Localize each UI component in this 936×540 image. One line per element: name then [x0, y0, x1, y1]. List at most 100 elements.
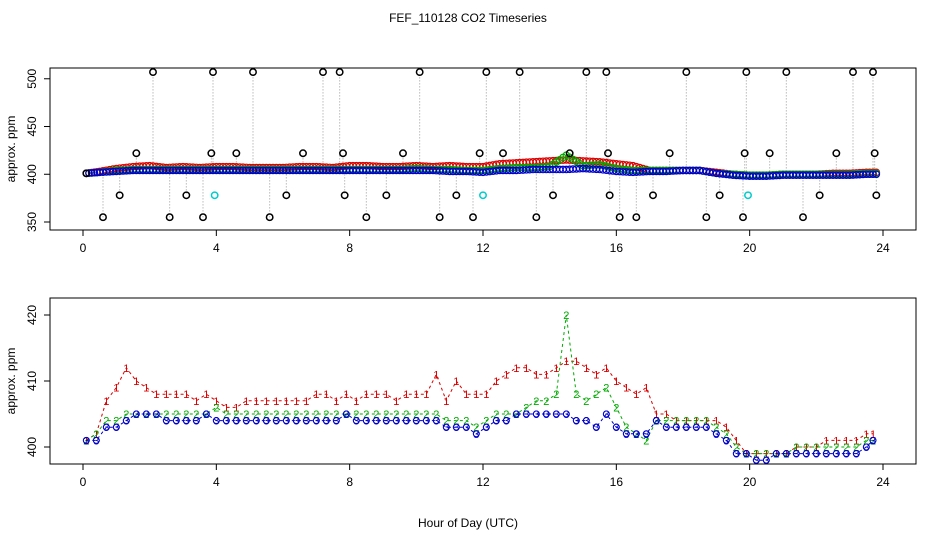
data-label: 2	[513, 409, 519, 421]
data-label: 2	[183, 409, 189, 421]
spike-point	[869, 68, 877, 77]
data-label: 2	[783, 449, 789, 461]
spike-connectors	[102, 72, 877, 218]
data-label: 2	[493, 409, 499, 421]
data-label: 3	[313, 416, 319, 428]
data-point	[872, 170, 881, 179]
data-label: 1	[483, 389, 489, 401]
data-point	[412, 417, 420, 425]
x-tick-label: 24	[876, 241, 890, 255]
data-label: 1	[583, 363, 589, 375]
data-label: 1	[493, 376, 499, 388]
data-point	[869, 170, 877, 179]
data-label: 1	[183, 389, 189, 401]
data-point	[202, 410, 210, 418]
data-point	[652, 417, 660, 425]
data-label: 3	[333, 416, 339, 428]
data-point	[182, 417, 190, 425]
data-label: 3	[843, 449, 849, 461]
data-point	[502, 417, 510, 425]
data-label: 2	[353, 409, 359, 421]
data-label: 3	[373, 416, 379, 428]
spike-point	[582, 68, 591, 77]
data-label: 1	[473, 389, 479, 401]
data-label: 2	[473, 422, 479, 434]
data-label: 1	[313, 389, 319, 401]
data-label: 1	[503, 369, 509, 381]
data-label: 1	[673, 416, 679, 428]
data-label: 1	[93, 429, 99, 441]
data-point	[212, 417, 220, 425]
data-point	[452, 423, 460, 431]
spike-point	[265, 213, 274, 222]
data-point	[102, 423, 110, 431]
data-label: 1	[433, 369, 439, 381]
data-label: 1	[193, 396, 199, 408]
data-label: 2	[203, 409, 209, 421]
series-line-3	[86, 413, 874, 461]
data-label: 2	[803, 442, 809, 454]
spike-point	[469, 213, 477, 222]
data-label: 1	[163, 389, 169, 401]
data-point	[532, 410, 540, 418]
data-label: 1	[213, 396, 219, 408]
data-label: 3	[663, 422, 669, 434]
data-point	[812, 450, 820, 458]
data-point	[552, 410, 560, 418]
spike-point	[602, 68, 611, 77]
data-label: 3	[523, 409, 529, 421]
x-tick-label: 4	[213, 475, 220, 489]
spike-point	[815, 191, 824, 200]
data-label: 3	[323, 416, 329, 428]
data-point	[392, 417, 400, 425]
data-label: 3	[343, 409, 349, 421]
data-label: 3	[803, 449, 809, 461]
spike-point	[740, 149, 749, 158]
spike-point	[605, 191, 614, 200]
plot-frame	[49, 67, 917, 231]
data-label: 2	[423, 409, 429, 421]
data-point	[90, 168, 99, 177]
data-label: 1	[403, 389, 409, 401]
data-point	[312, 417, 320, 425]
y-axis-label: approx. ppm	[4, 116, 18, 183]
data-label: 2	[83, 435, 89, 447]
data-point	[352, 417, 360, 425]
data-label: 3	[403, 416, 409, 428]
data-label: 3	[543, 409, 549, 421]
data-label: 3	[613, 422, 619, 434]
data-point	[692, 423, 700, 431]
data-point	[342, 410, 350, 418]
data-label: 3	[463, 422, 469, 434]
data-label: 3	[503, 416, 509, 428]
data-label: 1	[813, 442, 819, 454]
data-label: 2	[253, 409, 259, 421]
data-label: 2	[283, 409, 289, 421]
spike-point	[182, 191, 191, 200]
data-point	[802, 450, 810, 458]
data-label: 1	[413, 389, 419, 401]
x-axis: 0 4 8 12 16 20 24	[80, 229, 890, 255]
data-point	[682, 423, 690, 431]
data-label: 1	[573, 356, 579, 368]
data-point	[832, 450, 840, 458]
data-point	[172, 417, 180, 425]
data-point	[722, 436, 730, 444]
x-axis: 0 4 8 12 16 20 24	[80, 463, 890, 489]
spike-point	[682, 68, 691, 77]
data-label: 1	[303, 396, 309, 408]
data-label: 2	[683, 416, 689, 428]
data-label: 3	[383, 416, 389, 428]
data-point	[712, 430, 720, 438]
series-line-1	[86, 360, 873, 455]
data-label: 3	[653, 416, 659, 428]
data-point	[462, 423, 470, 431]
data-label: 1	[783, 449, 789, 461]
data-label: 3	[703, 422, 709, 434]
data-label: 3	[283, 416, 289, 428]
spike-point	[872, 191, 881, 200]
data-label: 1	[593, 369, 599, 381]
data-point	[192, 417, 200, 425]
data-label: 1	[763, 449, 769, 461]
data-label: 1	[353, 396, 359, 408]
